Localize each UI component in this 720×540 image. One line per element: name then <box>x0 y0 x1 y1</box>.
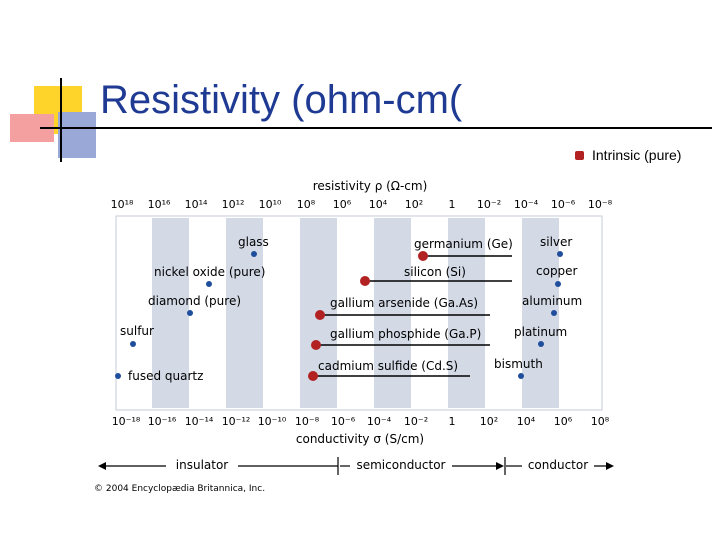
class-arrowheads <box>98 462 614 470</box>
top-tick: 10⁻⁴ <box>514 198 539 211</box>
top-tick: 10¹⁸ <box>111 198 134 211</box>
top-tick: 10¹⁶ <box>148 198 171 211</box>
bottom-tick: 10⁸ <box>591 415 610 428</box>
bottom-ticks: 10⁻¹⁸ 10⁻¹⁶ 10⁻¹⁴ 10⁻¹² 10⁻¹⁰ 10⁻⁸ 10⁻⁶ … <box>112 415 610 428</box>
conductor-materials: silver copper aluminum platinum bismuth <box>494 235 582 379</box>
material-label-sulfur: sulfur <box>120 324 154 338</box>
bottom-tick: 10⁻¹⁴ <box>185 415 214 428</box>
arrowhead-semi-right <box>496 462 504 470</box>
bottom-tick: 10⁻¹⁰ <box>258 415 287 428</box>
top-tick: 10⁴ <box>369 198 388 211</box>
class-label-semiconductor: semiconductor <box>356 458 445 472</box>
top-tick: 10⁶ <box>333 198 352 211</box>
bottom-tick: 10⁻⁶ <box>331 415 356 428</box>
intrinsic-dot-cadmium-sulfide <box>308 371 318 381</box>
class-label-conductor: conductor <box>528 458 588 472</box>
material-dot-nickel-oxide <box>206 281 212 287</box>
bottom-tick: 1 <box>449 415 456 428</box>
material-label-gallium-arsenide: gallium arsenide (Ga.As) <box>330 296 478 310</box>
material-label-cadmium-sulfide: cadmium sulfide (Cd.S) <box>318 359 458 373</box>
material-label-bismuth: bismuth <box>494 357 543 371</box>
class-labels: insulator semiconductor conductor <box>176 458 588 472</box>
material-label-silicon: silicon (Si) <box>404 265 466 279</box>
top-tick: 10² <box>405 198 423 211</box>
band <box>226 218 263 408</box>
top-tick: 10⁸ <box>297 198 316 211</box>
bottom-tick: 10⁻² <box>404 415 428 428</box>
title-underline <box>40 127 712 129</box>
material-dot-glass <box>251 251 257 257</box>
top-tick: 10¹² <box>222 198 245 211</box>
title-vertical-rule <box>60 78 62 162</box>
top-tick: 10¹⁴ <box>185 198 208 211</box>
bottom-tick: 10⁻⁸ <box>295 415 320 428</box>
material-dot-diamond <box>187 310 193 316</box>
material-dot-copper <box>555 281 561 287</box>
material-dot-silver <box>557 251 563 257</box>
material-label-diamond: diamond (pure) <box>148 294 241 308</box>
bottom-tick: 10⁻¹⁸ <box>112 415 141 428</box>
material-label-copper: copper <box>536 264 578 278</box>
bottom-tick: 10⁻⁴ <box>367 415 392 428</box>
material-dot-aluminum <box>551 310 557 316</box>
conductivity-axis-label: conductivity σ (S/cm) <box>296 432 424 446</box>
band <box>374 218 411 408</box>
semiconductor-materials: germanium (Ge) silicon (Si) gallium arse… <box>308 237 513 381</box>
material-label-platinum: platinum <box>514 325 567 339</box>
top-tick: 10⁻⁸ <box>588 198 613 211</box>
class-label-insulator: insulator <box>176 458 229 472</box>
bullet-icon <box>575 151 584 160</box>
material-dot-fused-quartz <box>115 373 121 379</box>
bullet-text: Intrinsic (pure) <box>592 147 682 163</box>
top-tick: 10⁻² <box>477 198 501 211</box>
copyright-text: © 2004 Encyclopædia Britannica, Inc. <box>94 484 265 494</box>
arrowhead-right <box>606 462 614 470</box>
intrinsic-dot-silicon <box>360 276 370 286</box>
arrowhead-left <box>98 462 106 470</box>
top-tick: 1 <box>449 198 456 211</box>
bottom-tick: 10² <box>480 415 498 428</box>
material-dot-sulfur <box>130 341 136 347</box>
resistivity-axis-label: resistivity ρ (Ω-cm) <box>313 179 428 193</box>
class-arrows <box>100 457 612 475</box>
material-label-fused-quartz: fused quartz <box>128 369 203 383</box>
material-label-nickel-oxide: nickel oxide (pure) <box>154 265 265 279</box>
intrinsic-dot-gallium-phosphide <box>311 340 321 350</box>
bottom-tick: 10⁻¹² <box>222 415 251 428</box>
band <box>152 218 189 408</box>
slide-title: Resistivity (ohm-cm( <box>100 78 463 122</box>
insulator-materials: glass nickel oxide (pure) diamond (pure)… <box>115 235 269 383</box>
bottom-tick: 10⁴ <box>517 415 536 428</box>
material-label-germanium: germanium (Ge) <box>414 237 513 251</box>
top-tick: 10⁻⁶ <box>551 198 576 211</box>
deco-square-blue <box>58 112 96 158</box>
material-label-gallium-phosphide: gallium phosphide (Ga.P) <box>330 327 481 341</box>
bottom-tick: 10⁶ <box>554 415 573 428</box>
bottom-tick: 10⁻¹⁶ <box>148 415 177 428</box>
top-tick: 10¹⁰ <box>259 198 282 211</box>
intrinsic-dot-germanium <box>418 251 428 261</box>
material-label-silver: silver <box>540 235 572 249</box>
top-ticks: 10¹⁸ 10¹⁶ 10¹⁴ 10¹² 10¹⁰ 10⁸ 10⁶ 10⁴ 10²… <box>111 198 613 211</box>
material-dot-platinum <box>538 341 544 347</box>
material-dot-bismuth <box>518 373 524 379</box>
material-label-aluminum: aluminum <box>522 294 582 308</box>
material-label-glass: glass <box>238 235 269 249</box>
intrinsic-dot-gallium-arsenide <box>315 310 325 320</box>
